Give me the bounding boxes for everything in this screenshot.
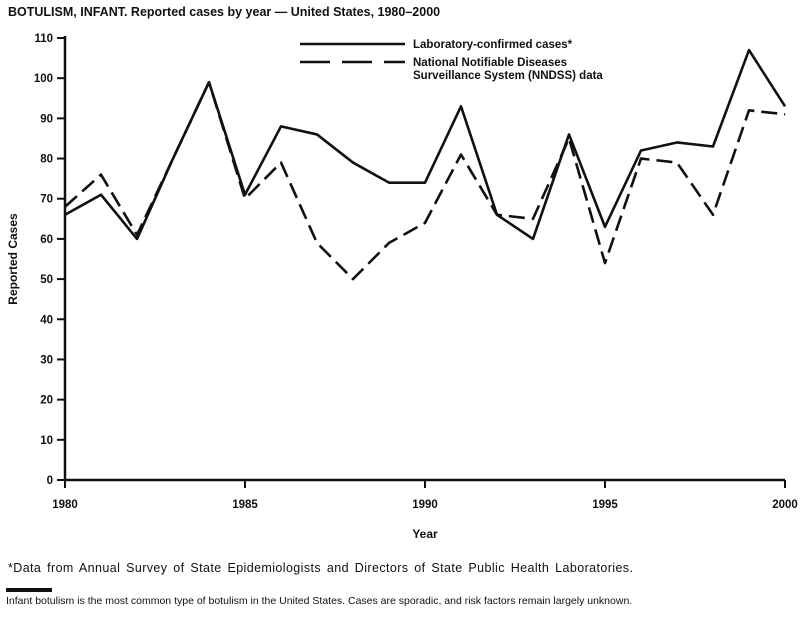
x-tick-label: 1980 [52,499,78,511]
x-tick-label: 1985 [232,499,258,511]
footnote-data-source: *Data from Annual Survey of State Epidem… [8,561,634,575]
y-tick-label: 110 [34,33,53,45]
y-tick-label: 90 [40,113,53,125]
y-tick-label: 100 [34,73,53,85]
series-line-nndss [64,80,786,281]
footnote-divider [6,588,52,592]
footnote-description: Infant botulism is the most common type … [6,595,633,607]
y-tick-label: 0 [47,475,53,487]
y-tick-label: 80 [40,154,53,166]
legend-label: National Notifiable Diseases [413,57,567,69]
x-tick-label: 1990 [412,499,438,511]
x-axis-title: Year [412,527,438,541]
page-title: BOTULISM, INFANT. Reported cases by year… [8,5,441,19]
legend-label: Laboratory-confirmed cases* [413,39,573,51]
y-tick-label: 60 [40,234,53,246]
y-tick-label: 70 [40,194,53,206]
y-tick-label: 50 [40,274,53,286]
y-axis-title: Reported Cases [6,213,20,305]
y-tick-label: 10 [40,435,53,447]
x-tick-label: 2000 [772,499,798,511]
y-tick-label: 40 [40,314,53,326]
legend-label: Surveillance System (NNDSS) data [413,70,603,82]
y-tick-label: 30 [40,354,53,366]
y-tick-label: 20 [40,395,53,407]
line-chart: 0 10 20 30 40 50 60 70 80 90 100 110 1980 1985 1990 199… [6,33,798,541]
x-tick-label: 1995 [592,499,618,511]
